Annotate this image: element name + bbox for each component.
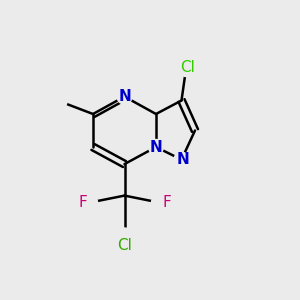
Circle shape: [174, 152, 189, 167]
Circle shape: [178, 61, 194, 76]
Circle shape: [117, 228, 132, 243]
Text: Cl: Cl: [117, 238, 132, 253]
Text: N: N: [177, 152, 189, 167]
Text: Cl: Cl: [180, 60, 195, 75]
Circle shape: [56, 97, 67, 107]
Circle shape: [82, 195, 98, 210]
Text: F: F: [78, 195, 87, 210]
Circle shape: [148, 140, 164, 154]
Text: N: N: [150, 140, 162, 154]
Text: F: F: [162, 195, 171, 210]
Text: N: N: [118, 89, 131, 104]
Circle shape: [152, 195, 166, 210]
Circle shape: [117, 89, 132, 104]
